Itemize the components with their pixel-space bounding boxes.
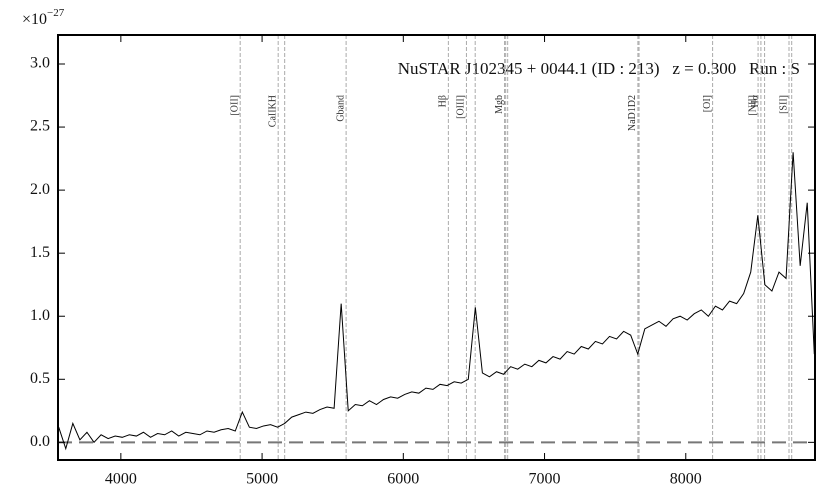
y-tick-label: 2.0	[30, 181, 50, 198]
annotation-label: [SII]	[778, 95, 789, 114]
annotation-label: Hβ	[438, 95, 449, 107]
plot-frame	[57, 34, 816, 461]
y-tick-label: 0.5	[30, 370, 50, 387]
annotation-label: Mgb	[494, 95, 505, 114]
y-tick-label: 1.0	[30, 307, 50, 324]
chart-title: NuSTAR J102345 + 0044.1 (ID : 213) z = 0…	[398, 59, 800, 78]
y-tick-label: 3.0	[30, 55, 50, 72]
x-tick-label: 7000	[529, 471, 561, 488]
annotation-label: [OII]	[229, 95, 240, 116]
y-multiplier: ×10−27	[22, 7, 65, 28]
annotation-label: [NII]	[747, 95, 758, 116]
multiplier-base: ×10	[22, 11, 47, 28]
annotation-label: Gband	[335, 95, 346, 122]
y-tick-label: 1.5	[30, 244, 50, 261]
x-tick-label: 6000	[387, 471, 419, 488]
spectrum-line	[58, 152, 815, 451]
y-tick-label: 0.0	[30, 433, 50, 450]
annotation-label: [OIII]	[456, 95, 467, 119]
y-tick-label: 2.5	[30, 118, 50, 135]
x-tick-label: 5000	[246, 471, 278, 488]
annotation-label: NaD1D2	[627, 95, 638, 131]
annotation-label: Hα	[750, 94, 761, 107]
x-tick-label: 8000	[670, 471, 702, 488]
multiplier-exponent: −27	[47, 7, 65, 19]
x-tick-label: 4000	[105, 471, 137, 488]
annotation-label: CaIIKH	[267, 95, 278, 127]
annotation-label: [OI]	[702, 95, 713, 112]
